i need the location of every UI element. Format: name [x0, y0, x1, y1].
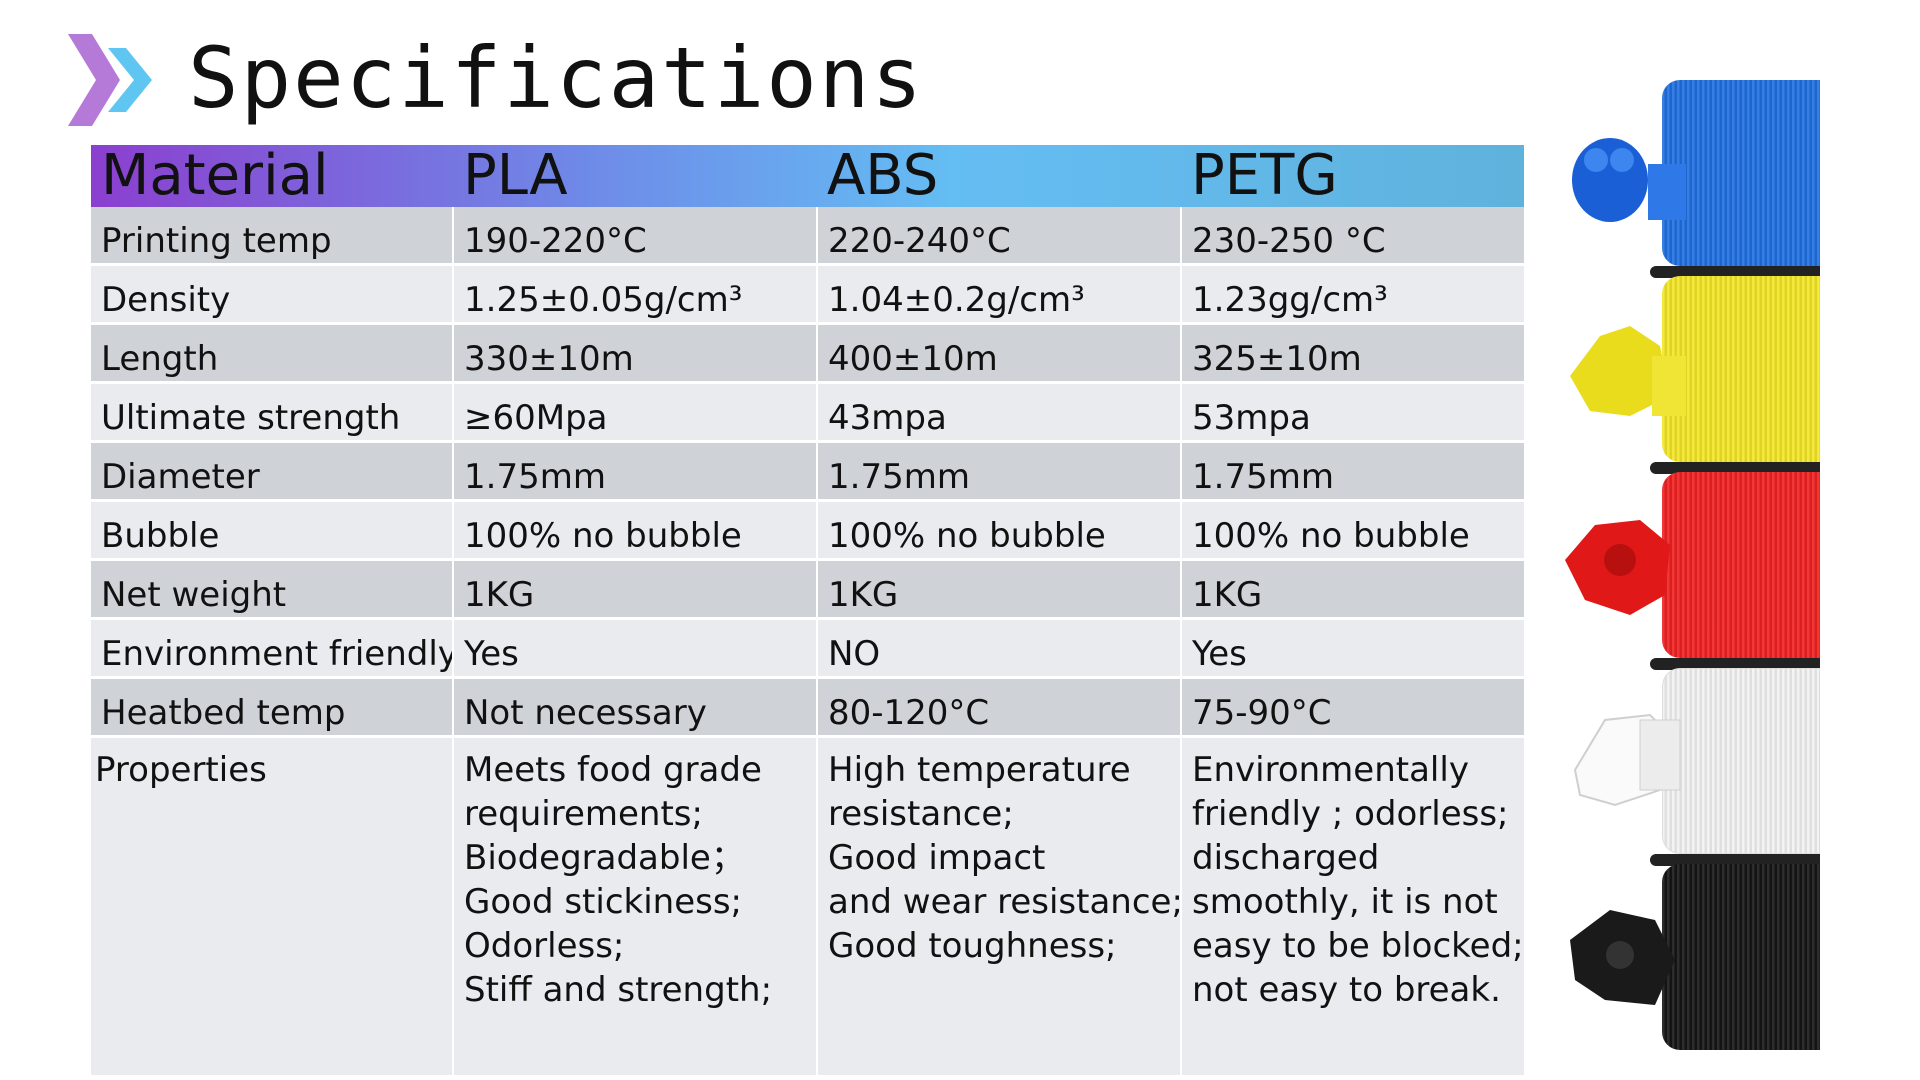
property-line: Good stickiness; [464, 882, 743, 922]
table-row: Bubble 100% no bubble 100% no bubble 100… [91, 500, 1524, 561]
spool-rim [1650, 854, 1820, 866]
property-line: Good toughness; [828, 926, 1117, 966]
table-row: Heatbed temp Not necessary 80-120°C 75-9… [91, 677, 1524, 738]
petg-value: Yes [1181, 618, 1524, 679]
row-label: Heatbed temp [91, 677, 454, 738]
yellow-spool [1662, 276, 1820, 462]
blue-spool [1662, 80, 1820, 266]
abs-value: 1.75mm [817, 441, 1182, 502]
double-chevron-icon [68, 34, 152, 126]
red-dragon-model-icon [1565, 520, 1670, 615]
row-label: Net weight [91, 559, 454, 620]
abs-value: 100% no bubble [817, 500, 1182, 561]
blue-owl-model-icon [1572, 138, 1686, 222]
page-title: Specifications [188, 29, 925, 127]
property-line: discharged [1192, 838, 1380, 878]
pla-properties: Meets food grade requirements; Biodegrad… [453, 736, 818, 1078]
property-line: not easy to break. [1192, 970, 1501, 1010]
property-line: requirements; [464, 794, 703, 834]
white-spool [1662, 668, 1820, 854]
petg-value: 1KG [1181, 559, 1524, 620]
property-line: Meets food grade [464, 750, 762, 790]
property-line: and wear resistance; [828, 882, 1181, 922]
petg-value: 100% no bubble [1181, 500, 1524, 561]
abs-value: NO [817, 618, 1182, 679]
pla-value: ≥60Mpa [453, 382, 818, 443]
pla-value: 190-220°C [453, 207, 818, 266]
abs-value: 400±10m [817, 323, 1182, 384]
petg-value: 1.23gg/cm³ [1181, 264, 1524, 325]
property-line: easy to be blocked; [1192, 926, 1524, 966]
pla-value: Yes [453, 618, 818, 679]
property-line: friendly ; odorless; [1192, 794, 1509, 834]
abs-value: 1.04±0.2g/cm³ [817, 264, 1182, 325]
row-label: Length [91, 323, 454, 384]
abs-value: 220-240°C [817, 207, 1182, 266]
property-line: Environmentally [1192, 750, 1469, 790]
table-row: Length 330±10m 400±10m 325±10m [91, 323, 1524, 384]
table-row: Ultimate strength ≥60Mpa 43mpa 53mpa [91, 382, 1524, 443]
row-label: Printing temp [91, 207, 454, 266]
table-header-row: Material PLA ABS PETG [91, 145, 1524, 207]
pla-value: 100% no bubble [453, 500, 818, 561]
abs-value: 1KG [817, 559, 1182, 620]
yellow-figure-model-icon [1570, 326, 1686, 416]
pla-value: 330±10m [453, 323, 818, 384]
pla-value: 1.75mm [453, 441, 818, 502]
petg-value: 230-250 °C [1181, 207, 1524, 266]
property-line: Good impact [828, 838, 1046, 878]
properties-row: Properties Meets food grade requirements… [91, 736, 1524, 1078]
header-pla: PLA [463, 143, 568, 208]
petg-value: 325±10m [1181, 323, 1524, 384]
row-label: Diameter [91, 441, 454, 502]
specifications-table: Material PLA ABS PETG Printing temp 190-… [91, 145, 1524, 1078]
pla-value: Not necessary [453, 677, 818, 738]
petg-properties: Environmentally friendly ; odorless; dis… [1181, 736, 1524, 1078]
red-spool [1662, 472, 1820, 658]
row-label: Ultimate strength [91, 382, 454, 443]
abs-value: 43mpa [817, 382, 1182, 443]
spool-rim [1650, 462, 1820, 474]
property-line: resistance; [828, 794, 1014, 834]
property-line: Stiff and strength; [464, 970, 773, 1010]
pla-value: 1KG [453, 559, 818, 620]
filament-spools-image [1550, 80, 1820, 1070]
petg-value: 1.75mm [1181, 441, 1524, 502]
pla-value: 1.25±0.05g/cm³ [453, 264, 818, 325]
table-row: Diameter 1.75mm 1.75mm 1.75mm [91, 441, 1524, 502]
property-line: Biodegradable； [464, 838, 745, 878]
row-label: Density [91, 264, 454, 325]
property-line: smoothly, it is not [1192, 882, 1498, 922]
header-abs: ABS [827, 143, 939, 208]
petg-value: 53mpa [1181, 382, 1524, 443]
table-row: Printing temp 190-220°C 220-240°C 230-25… [91, 207, 1524, 266]
abs-properties: High temperature resistance; Good impact… [817, 736, 1182, 1078]
properties-label: Properties [91, 736, 454, 1078]
property-line: High temperature [828, 750, 1131, 790]
table-row: Environment friendly Yes NO Yes [91, 618, 1524, 679]
spool-rim [1650, 658, 1820, 670]
header-material: Material [101, 143, 329, 208]
black-figure-model-icon [1570, 910, 1675, 1005]
property-line: Odorless; [464, 926, 625, 966]
white-dinosaur-model-icon [1573, 713, 1681, 807]
row-label: Environment friendly [91, 618, 454, 679]
page-header: Specifications [68, 28, 968, 128]
table-row: Density 1.25±0.05g/cm³ 1.04±0.2g/cm³ 1.2… [91, 264, 1524, 325]
black-spool [1662, 864, 1820, 1050]
table-row: Net weight 1KG 1KG 1KG [91, 559, 1524, 620]
petg-value: 75-90°C [1181, 677, 1524, 738]
abs-value: 80-120°C [817, 677, 1182, 738]
spool-rim [1650, 266, 1820, 278]
row-label: Bubble [91, 500, 454, 561]
header-petg: PETG [1191, 143, 1338, 208]
